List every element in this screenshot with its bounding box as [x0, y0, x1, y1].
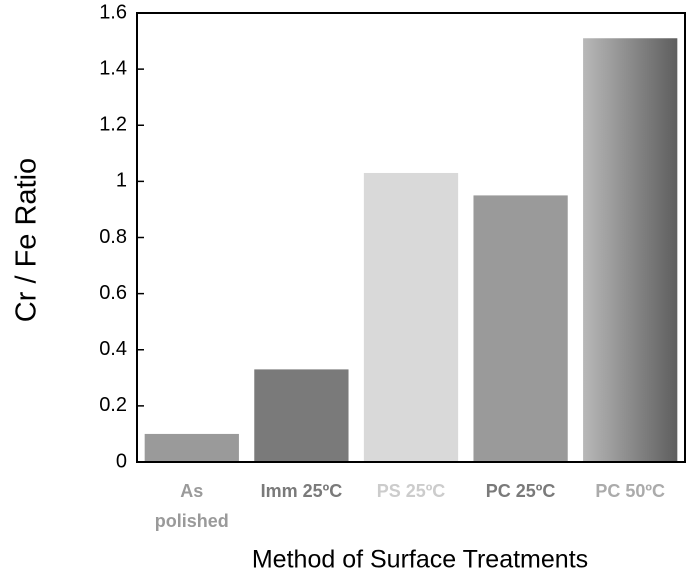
x-tick-label: PC 25ºC	[486, 481, 556, 501]
bar	[363, 172, 459, 463]
y-tick-label: 1	[116, 170, 127, 192]
bar	[254, 369, 349, 462]
x-tick-label: PC 50ºC	[595, 481, 665, 501]
y-tick-label: 1.4	[99, 57, 127, 79]
y-tick-label: 1.6	[99, 1, 127, 23]
x-tick-label: As polished	[155, 481, 229, 531]
x-tick-label: PS 25ºC	[377, 481, 446, 501]
plot-frame	[136, 12, 686, 463]
bar	[583, 38, 678, 462]
bar	[144, 433, 239, 462]
y-tick-label: 0.8	[99, 226, 127, 248]
y-tick-label: 0.6	[99, 282, 127, 304]
y-axis-label: Cr / Fe Ratio	[11, 158, 43, 322]
y-tick-label: 1.2	[99, 114, 127, 136]
bar	[473, 195, 568, 462]
y-tick-label: 0.2	[99, 394, 127, 416]
y-tick-label: 0.4	[99, 338, 127, 360]
y-tick-label: 0	[116, 450, 127, 472]
x-axis-label: Method of Surface Treatments	[252, 546, 588, 574]
x-tick-label: Imm 25ºC	[261, 481, 343, 501]
